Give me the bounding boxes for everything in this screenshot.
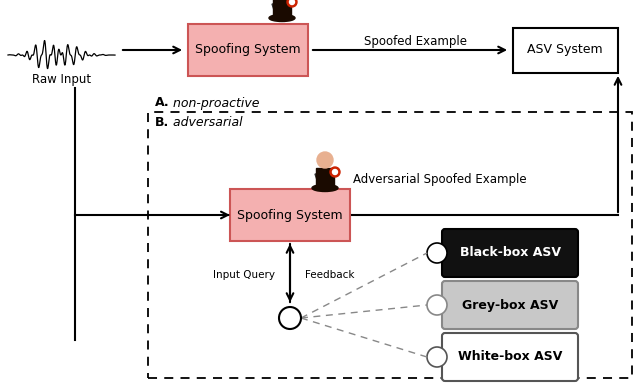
Circle shape xyxy=(317,152,333,168)
FancyBboxPatch shape xyxy=(442,333,578,381)
Circle shape xyxy=(287,0,297,7)
Circle shape xyxy=(427,295,447,315)
Text: Spoofed Example: Spoofed Example xyxy=(364,35,467,48)
Circle shape xyxy=(427,243,447,263)
Bar xyxy=(230,189,350,241)
Text: ASV System: ASV System xyxy=(527,44,603,57)
Polygon shape xyxy=(272,4,292,13)
Bar xyxy=(273,0,291,18)
Text: Spoofing System: Spoofing System xyxy=(195,44,301,57)
Text: Raw Input: Raw Input xyxy=(33,73,92,87)
Text: Black-box ASV: Black-box ASV xyxy=(460,246,561,259)
FancyBboxPatch shape xyxy=(442,229,578,277)
Text: adversarial: adversarial xyxy=(169,115,243,128)
Text: A.: A. xyxy=(155,96,170,110)
Ellipse shape xyxy=(312,184,338,191)
Text: non-proactive: non-proactive xyxy=(169,96,259,110)
Bar xyxy=(316,168,334,188)
Text: Grey-box ASV: Grey-box ASV xyxy=(462,298,558,312)
Ellipse shape xyxy=(269,14,295,21)
Circle shape xyxy=(330,167,340,177)
Text: Adversarial Spoofed Example: Adversarial Spoofed Example xyxy=(353,174,527,186)
FancyBboxPatch shape xyxy=(442,281,578,329)
Circle shape xyxy=(289,0,294,5)
Text: B.: B. xyxy=(155,115,169,128)
Circle shape xyxy=(333,170,337,174)
Text: Feedback: Feedback xyxy=(305,270,355,280)
Text: White-box ASV: White-box ASV xyxy=(458,351,562,363)
Bar xyxy=(188,24,308,76)
Circle shape xyxy=(427,347,447,367)
Text: Spoofing System: Spoofing System xyxy=(237,209,343,222)
Polygon shape xyxy=(315,174,335,183)
Text: Input Query: Input Query xyxy=(213,270,275,280)
Bar xyxy=(148,112,632,378)
Bar xyxy=(513,28,618,73)
Circle shape xyxy=(279,307,301,329)
